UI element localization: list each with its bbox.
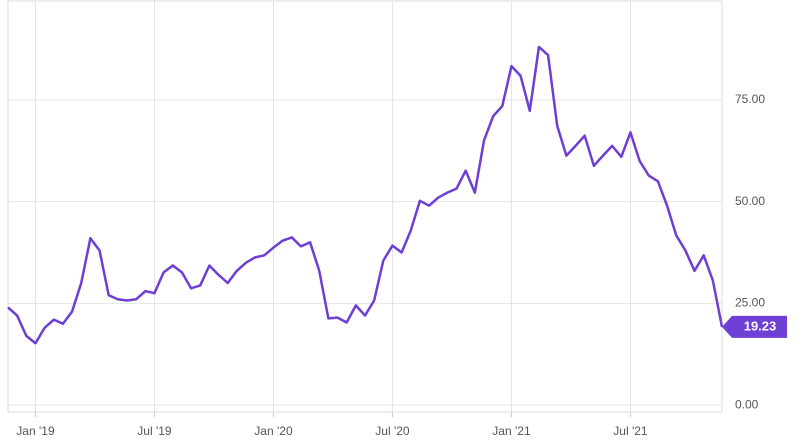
y-tick-label: 0.00 xyxy=(735,397,759,411)
x-tick-label: Jul '21 xyxy=(613,424,648,438)
y-tick-label: 25.00 xyxy=(735,296,765,310)
y-tick-label: 75.00 xyxy=(735,92,765,106)
y-tick-label: 50.00 xyxy=(735,194,765,208)
x-tick-label: Jan '19 xyxy=(16,424,55,438)
last-value-badge xyxy=(722,315,787,338)
x-tick-label: Jul '20 xyxy=(375,424,410,438)
x-tick-label: Jul '19 xyxy=(137,424,172,438)
last-value-label: 19.23 xyxy=(744,318,777,333)
price-line xyxy=(7,45,724,345)
plot-frame xyxy=(7,0,723,413)
x-tick-label: Jan '20 xyxy=(254,424,293,438)
x-tick-label: Jan '21 xyxy=(492,424,531,438)
